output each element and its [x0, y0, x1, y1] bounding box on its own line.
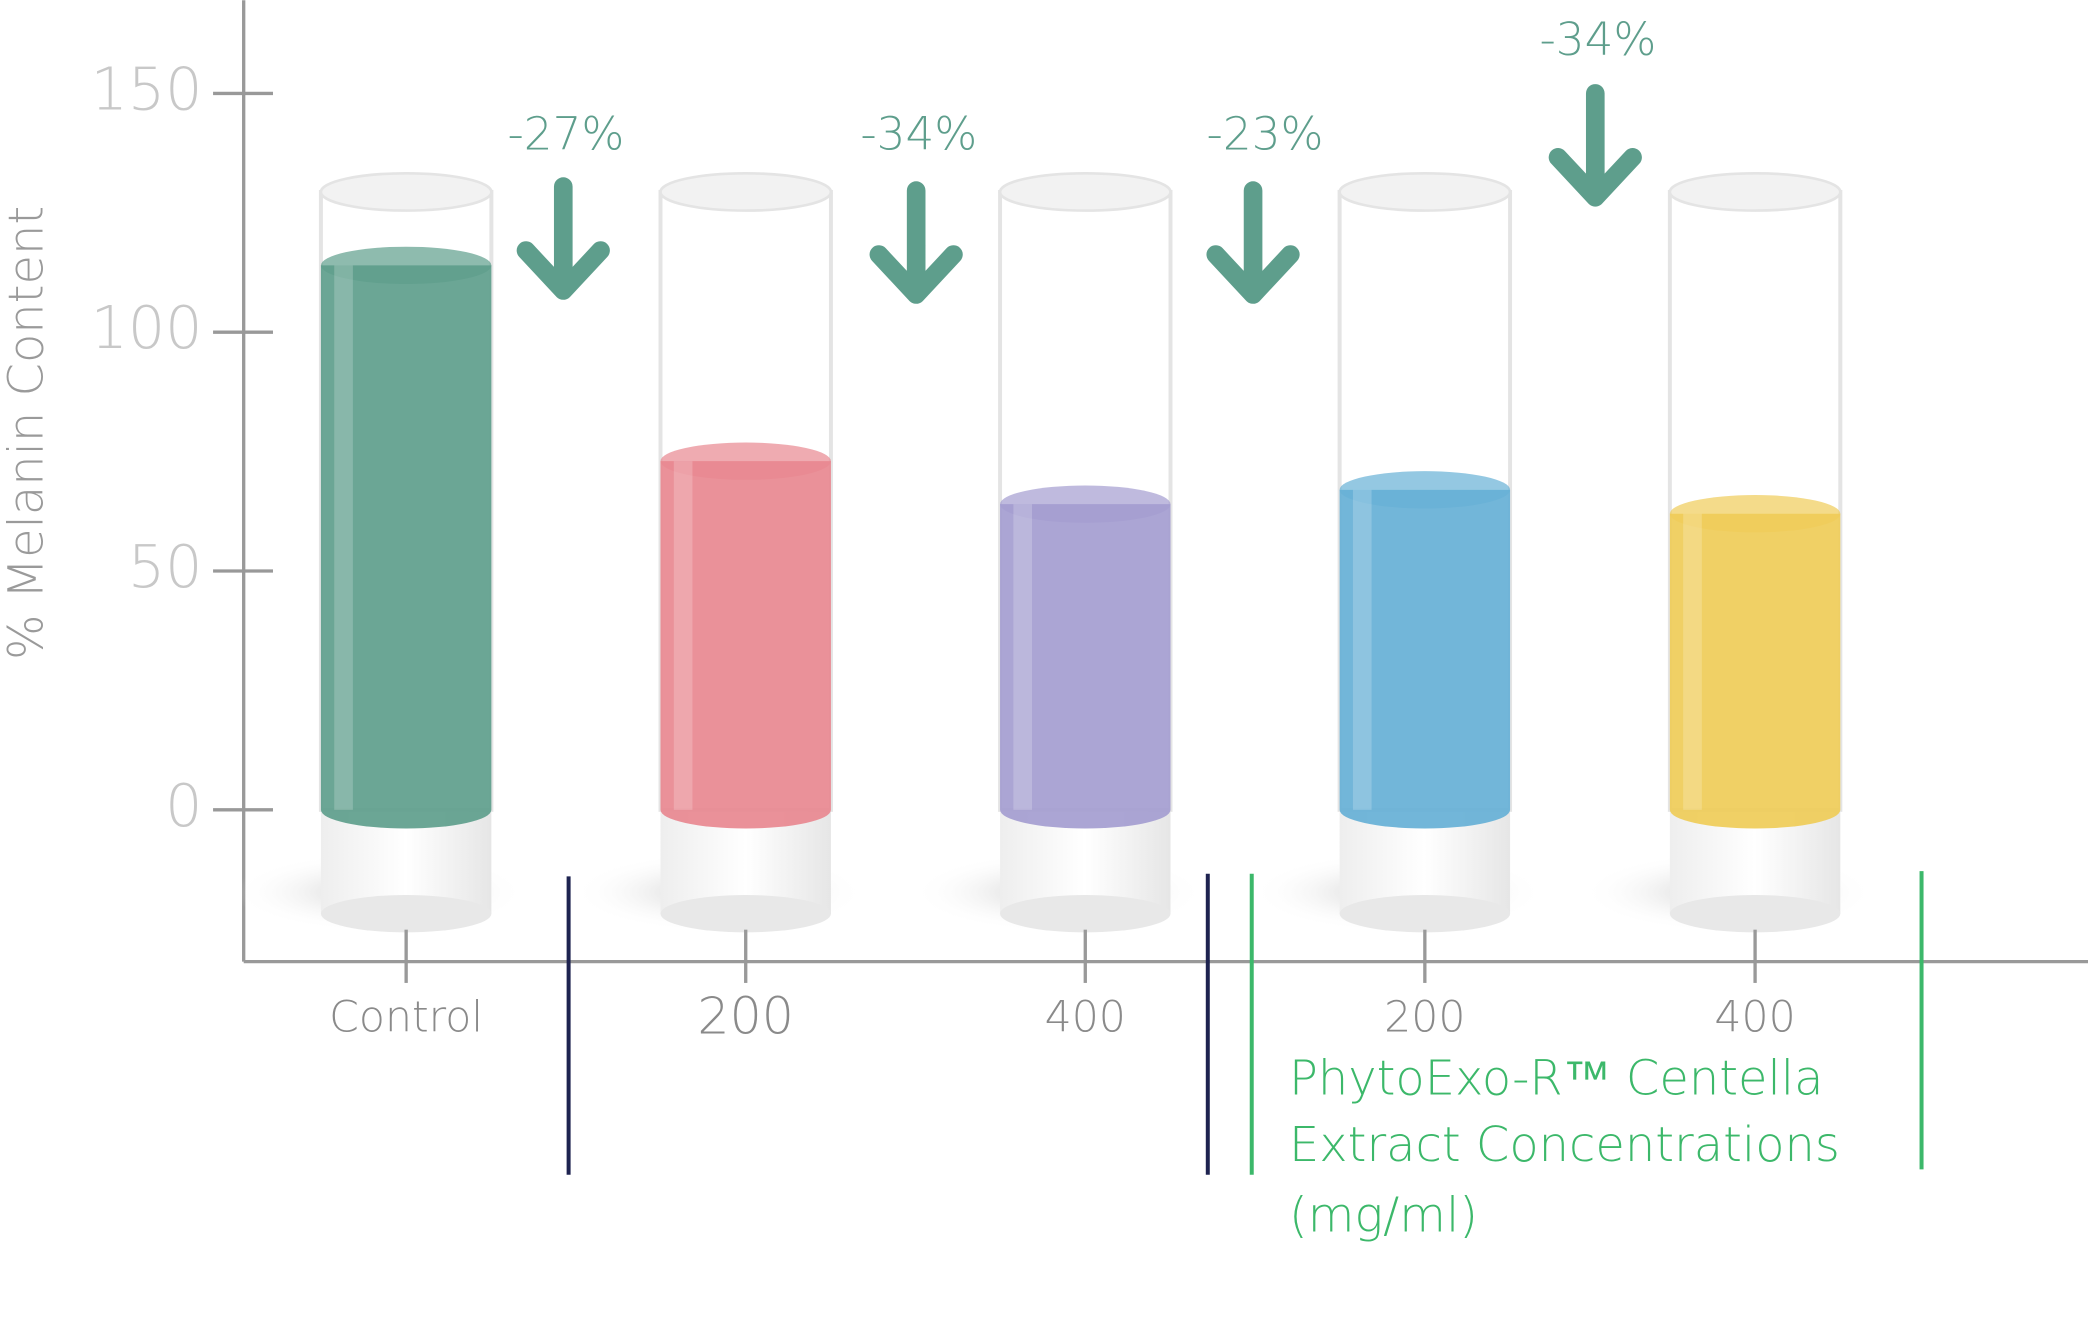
- tube-top: [659, 171, 833, 212]
- highlight: [1352, 489, 1372, 810]
- arrow: [516, 177, 610, 300]
- tube-top: [998, 171, 1172, 212]
- highlight: [1683, 513, 1702, 810]
- bar: [1669, 513, 1841, 829]
- group-label: Extract Concentrations: [1289, 1118, 1840, 1173]
- liquid-top: [320, 246, 492, 284]
- y-tick-label: 150: [91, 55, 203, 123]
- x-tick-label: 200: [697, 987, 794, 1046]
- tube-base-bottom: [320, 895, 492, 933]
- bar: [1000, 504, 1171, 829]
- y-axis-label: % Melanin Content: [0, 206, 54, 660]
- x-tick-label: 400: [1714, 993, 1795, 1043]
- y-tick-label: 50: [128, 533, 203, 601]
- bar: [1339, 489, 1511, 829]
- arrow: [869, 181, 963, 304]
- annotation: -27%: [507, 107, 624, 160]
- tube-top: [1668, 171, 1842, 212]
- tube-top: [1338, 171, 1512, 212]
- x-tick-label: Control: [329, 993, 483, 1043]
- group-label: PhytoExo-R™ Centella: [1289, 1051, 1823, 1106]
- arrow: [1206, 181, 1300, 304]
- group-label: (mg/ml): [1289, 1189, 1478, 1244]
- annotation: -23%: [1207, 107, 1324, 160]
- x-tick-label: 200: [1384, 993, 1465, 1043]
- highlight: [673, 461, 693, 810]
- liquid-top: [1339, 471, 1511, 509]
- bar: [660, 461, 831, 829]
- y-tick-label: 100: [91, 294, 203, 362]
- bar: [320, 265, 492, 829]
- annotation: -34%: [1539, 13, 1656, 66]
- annotation: -34%: [860, 107, 977, 160]
- highlight: [334, 265, 353, 810]
- arrow: [1548, 84, 1642, 207]
- liquid-top: [660, 442, 831, 480]
- tube-base-bottom: [1000, 895, 1171, 933]
- y-tick-label: 0: [165, 772, 202, 840]
- tube-top: [319, 171, 493, 212]
- tube-base-bottom: [1669, 895, 1841, 933]
- liquid-top: [1669, 495, 1841, 533]
- liquid-top: [1000, 485, 1171, 523]
- x-tick-label: 400: [1045, 993, 1126, 1043]
- highlight: [1013, 504, 1033, 810]
- tube-base-bottom: [660, 895, 831, 933]
- tube-base-bottom: [1339, 895, 1511, 933]
